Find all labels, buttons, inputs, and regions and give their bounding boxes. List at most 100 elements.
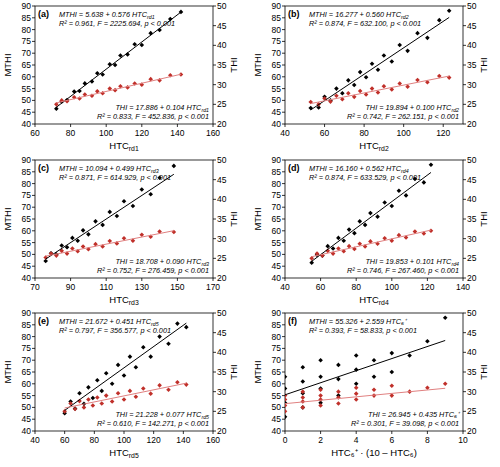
point	[422, 180, 427, 185]
y-tick-label: 75	[22, 36, 32, 46]
fit-line	[56, 74, 181, 103]
x-tick-label: 80	[90, 435, 100, 445]
y-tick-label: 80	[22, 179, 32, 189]
y2-tick	[463, 160, 466, 161]
y2-tick	[213, 6, 216, 7]
y2-axis-label: THI	[478, 57, 489, 72]
y-tick-label: 80	[22, 332, 32, 342]
y2-axis-label: THI	[478, 364, 489, 379]
y2-tick	[463, 332, 466, 333]
point	[116, 391, 121, 396]
y2-tick	[463, 65, 466, 66]
y2-tick	[463, 84, 466, 85]
y2-tick-label: 45	[217, 21, 227, 31]
x-tick	[213, 124, 214, 127]
y2-tick	[463, 124, 466, 125]
point	[346, 78, 351, 83]
y-tick-label: 45	[22, 414, 32, 424]
plot-frame	[35, 313, 213, 431]
y-tick-label: 45	[272, 414, 282, 424]
y-tick	[32, 6, 35, 7]
x-tick	[70, 278, 71, 281]
y-tick	[32, 419, 35, 420]
y-tick-label: 75	[272, 36, 282, 46]
y-tick-label: 50	[22, 402, 32, 412]
panel-title: (c)	[38, 163, 49, 173]
point	[354, 353, 359, 358]
fit-line	[285, 388, 445, 403]
point	[148, 354, 153, 359]
x-tick	[320, 431, 321, 434]
plot-marks	[54, 10, 183, 111]
y-tick-label: 90	[272, 155, 282, 165]
point	[382, 84, 387, 89]
point	[77, 391, 82, 396]
y-tick-label: 60	[272, 72, 282, 82]
y2-tick-label: 50	[217, 308, 227, 318]
point	[352, 231, 357, 236]
x-tick-label: 40	[280, 282, 290, 292]
y-axis-label: MTHI	[2, 207, 13, 230]
point	[122, 373, 127, 378]
point	[86, 385, 91, 390]
y-tick-label: 65	[272, 214, 282, 224]
point	[301, 405, 306, 410]
x-axis-label: HTC₆⁺ · (10 – HTC₆)	[331, 447, 417, 458]
y2-tick-label: 30	[467, 387, 477, 397]
y2-tick	[213, 332, 216, 333]
y-tick-label: 70	[22, 202, 32, 212]
point	[110, 399, 115, 404]
x-tick-label: 100	[117, 435, 131, 445]
panel: 4060801001204045505560657075808590202530…	[252, 1, 489, 152]
equation: R² = 0.874, F = 633.529, p < 0.001	[309, 173, 421, 182]
x-tick-label: 100	[385, 282, 399, 292]
y-tick	[32, 112, 35, 113]
point	[157, 383, 162, 388]
y-tick-label: 90	[272, 1, 282, 11]
y2-tick-label: 20	[467, 426, 477, 436]
y2-tick-label: 20	[217, 119, 227, 129]
x-tick-label: 60	[316, 282, 326, 292]
y-tick	[282, 53, 285, 54]
y-tick-label: 90	[22, 308, 32, 318]
y2-tick	[213, 25, 216, 26]
point	[128, 389, 133, 394]
y2-axis-label: THI	[228, 211, 239, 226]
fit-line	[312, 172, 431, 261]
x-tick-label: 60	[320, 128, 330, 138]
point	[390, 204, 395, 209]
y-tick-label: 85	[272, 167, 282, 177]
y2-tick	[213, 258, 216, 259]
point	[285, 409, 287, 414]
point	[107, 210, 112, 215]
panel: 4060801001201404045505560657075808590202…	[252, 155, 489, 306]
y-axis-label: MTHI	[252, 53, 263, 76]
equation: R² = 0.797, F = 356.577, p < 0.001	[59, 326, 171, 335]
y-tick	[282, 372, 285, 373]
x-tick	[356, 278, 357, 281]
point	[81, 228, 86, 233]
point	[110, 382, 115, 387]
y-tick-label: 85	[22, 13, 32, 23]
x-axis-label: HTCrd3	[109, 294, 139, 306]
y-tick-label: 70	[22, 48, 32, 58]
point	[347, 227, 352, 232]
equation: R² = 0.742, F = 262.151, p < 0.001	[347, 112, 459, 121]
y-tick	[282, 124, 285, 125]
y-tick-label: 90	[272, 308, 282, 318]
y-tick-label: 45	[272, 261, 282, 271]
x-tick-label: 170	[206, 282, 220, 292]
panel: 0246810404550556065707580859020253035404…	[252, 308, 489, 458]
y-tick-label: 55	[272, 84, 282, 94]
x-tick	[124, 431, 125, 434]
y-tick	[282, 6, 285, 7]
equation: R² = 0.871, F = 614.929, p < 0.001	[59, 173, 171, 182]
y-tick	[32, 324, 35, 325]
x-tick	[427, 431, 428, 434]
y2-tick-label: 40	[467, 347, 477, 357]
y-tick	[32, 431, 35, 432]
y-tick	[282, 219, 285, 220]
y-tick	[32, 88, 35, 89]
point	[390, 59, 395, 64]
y2-tick	[463, 45, 466, 46]
